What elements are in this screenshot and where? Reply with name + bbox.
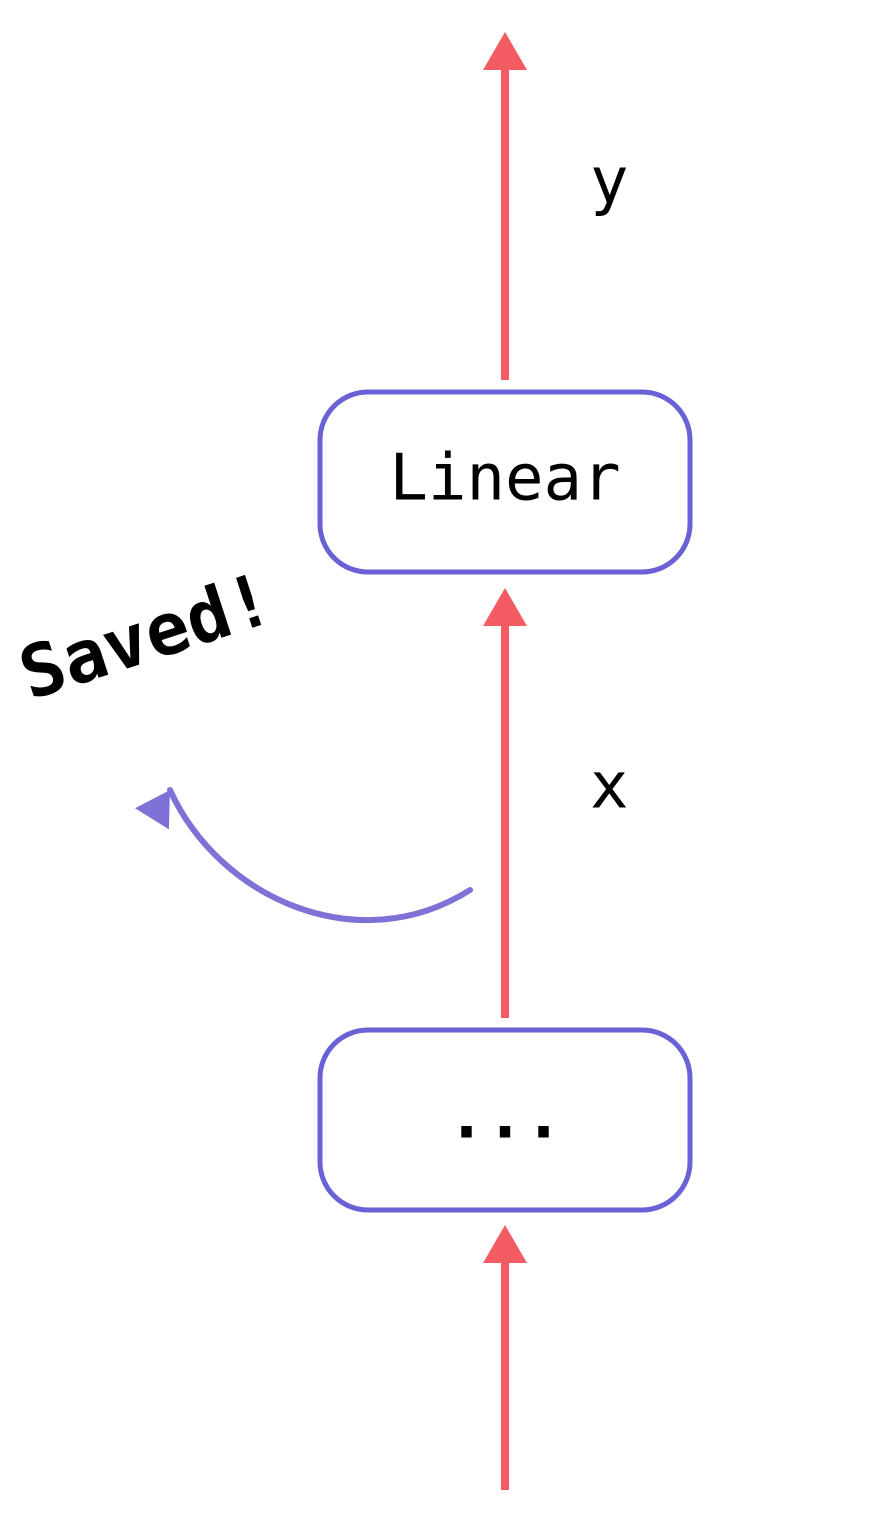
- arrow-top: [483, 32, 527, 380]
- node-prev: ...: [320, 1030, 690, 1210]
- label-y: y: [590, 145, 629, 219]
- arrow-bottom: [483, 1225, 527, 1490]
- label-saved: Saved!: [9, 556, 282, 716]
- label-x: x: [590, 750, 629, 824]
- saved-arrow: [135, 790, 470, 920]
- node-linear-label: Linear: [389, 442, 620, 516]
- arrow-mid: [483, 588, 527, 1018]
- node-linear: Linear: [320, 392, 690, 572]
- node-prev-label: ...: [447, 1080, 563, 1154]
